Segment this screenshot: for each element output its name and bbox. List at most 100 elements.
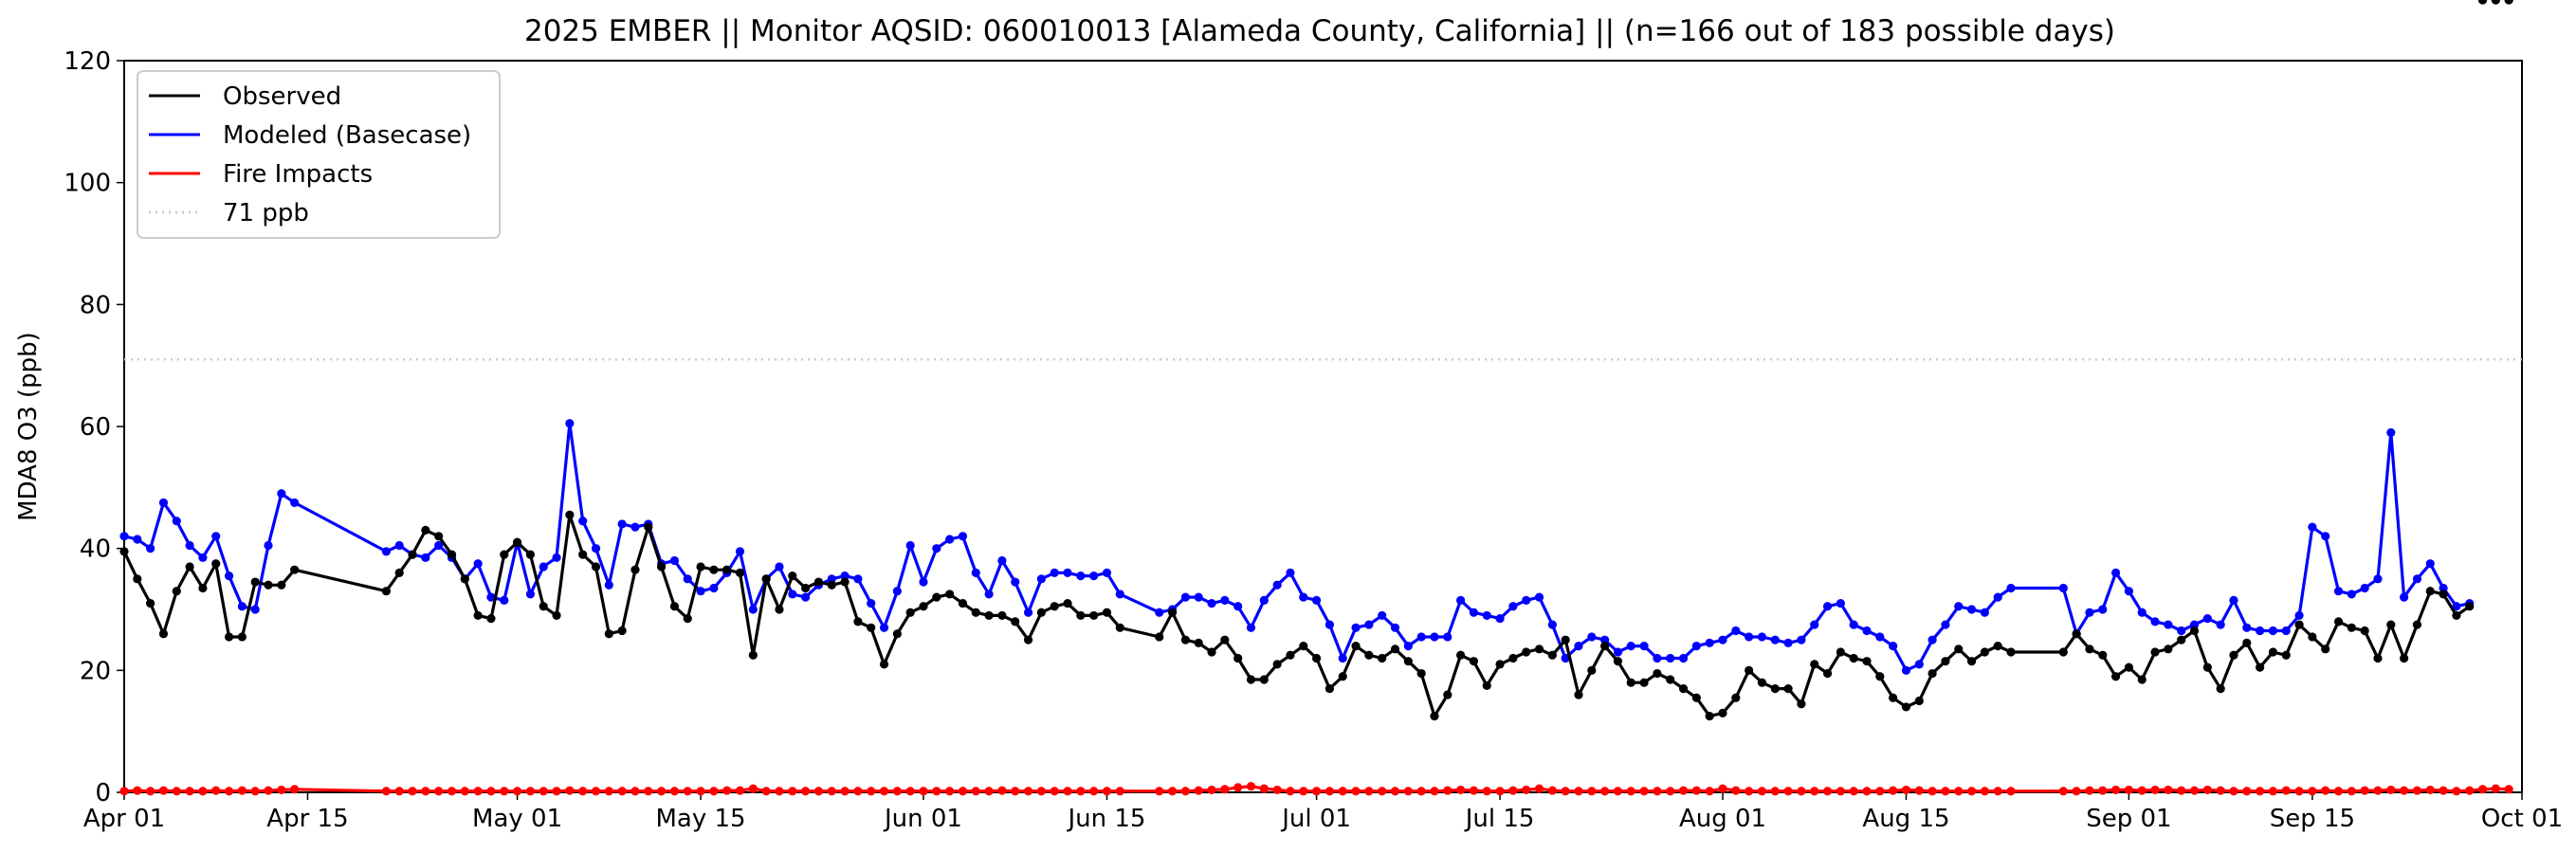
data-point-observed	[1705, 711, 1714, 721]
data-point-observed	[735, 568, 745, 578]
data-point-modeled-basecase	[2452, 602, 2461, 611]
data-point-modeled-basecase	[827, 574, 836, 584]
data-point-modeled-basecase	[1927, 635, 1937, 644]
data-point-fire-impacts	[486, 787, 496, 796]
data-point-fire-impacts	[840, 787, 850, 796]
data-point-observed	[1836, 647, 1845, 657]
data-point-modeled-basecase	[394, 540, 404, 551]
data-point-fire-impacts	[1194, 786, 1203, 795]
data-point-observed	[1901, 702, 1911, 712]
data-point-fire-impacts	[1155, 787, 1164, 796]
data-point-observed	[1063, 598, 1072, 608]
data-point-fire-impacts	[1678, 786, 1689, 795]
data-point-modeled-basecase	[696, 587, 705, 596]
data-point-modeled-basecase	[421, 553, 430, 562]
data-point-observed	[997, 610, 1007, 621]
data-point-modeled-basecase	[2360, 583, 2369, 593]
data-point-observed	[250, 577, 260, 587]
data-point-modeled-basecase	[1875, 632, 1885, 642]
data-point-fire-impacts	[1639, 787, 1649, 796]
data-point-fire-impacts	[2256, 787, 2265, 796]
y-tick-label: 120	[64, 47, 111, 76]
x-tick-label: Sep 01	[2086, 805, 2171, 833]
data-point-observed	[2268, 647, 2278, 657]
data-point-observed	[237, 632, 247, 642]
data-point-observed	[591, 562, 601, 572]
data-point-modeled-basecase	[578, 517, 588, 526]
data-point-fire-impacts	[1836, 787, 1845, 796]
data-point-fire-impacts	[119, 787, 129, 796]
data-point-observed	[1889, 693, 1898, 702]
data-point-observed	[172, 587, 181, 596]
data-point-modeled-basecase	[2150, 617, 2160, 626]
data-point-fire-impacts	[1351, 787, 1361, 796]
data-point-modeled-basecase	[2098, 605, 2108, 614]
data-point-observed	[394, 568, 404, 578]
data-point-modeled-basecase	[1338, 653, 1347, 663]
data-point-fire-impacts	[1443, 786, 1452, 795]
data-point-modeled-basecase	[1718, 635, 1727, 644]
data-point-fire-impacts	[1416, 787, 1426, 796]
data-point-fire-impacts	[1167, 787, 1178, 796]
data-point-modeled-basecase	[1115, 590, 1124, 599]
data-point-fire-impacts	[1378, 787, 1387, 796]
data-point-fire-impacts	[2491, 784, 2500, 793]
data-point-observed	[1246, 675, 1256, 684]
data-point-fire-impacts	[2321, 786, 2330, 795]
data-point-modeled-basecase	[984, 590, 994, 599]
data-point-modeled-basecase	[1901, 665, 1911, 675]
data-point-observed	[1600, 642, 1610, 651]
data-point-modeled-basecase	[932, 544, 941, 554]
data-point-fire-impacts	[2504, 785, 2513, 794]
data-point-fire-impacts	[408, 787, 417, 796]
data-point-modeled-basecase	[158, 498, 169, 508]
data-point-observed	[381, 587, 391, 596]
data-point-modeled-basecase	[1745, 632, 1754, 642]
data-point-observed	[1966, 657, 1977, 666]
data-point-modeled-basecase	[1574, 642, 1583, 651]
data-point-modeled-basecase	[146, 544, 155, 554]
data-point-fire-impacts	[958, 787, 968, 796]
data-point-fire-impacts	[1954, 787, 1964, 796]
data-point-observed	[1927, 668, 1937, 679]
data-point-fire-impacts	[1390, 787, 1400, 796]
data-point-fire-impacts	[1102, 787, 1112, 796]
data-point-fire-impacts	[1299, 787, 1308, 796]
data-point-fire-impacts	[1547, 786, 1557, 795]
data-point-fire-impacts	[158, 786, 169, 795]
data-point-observed	[2452, 610, 2461, 621]
data-point-modeled-basecase	[1378, 610, 1387, 621]
data-point-modeled-basecase	[1561, 653, 1570, 663]
data-point-modeled-basecase	[1443, 632, 1452, 642]
data-point-fire-impacts	[2006, 787, 2016, 796]
data-point-observed	[2477, 0, 2488, 5]
data-point-modeled-basecase	[853, 574, 863, 584]
x-tick-label: Jul 15	[1464, 805, 1535, 833]
data-point-modeled-basecase	[552, 553, 561, 562]
data-point-fire-impacts	[905, 787, 915, 796]
data-point-observed	[133, 574, 142, 584]
data-point-modeled-basecase	[525, 590, 536, 599]
data-point-observed	[1495, 660, 1505, 669]
data-point-fire-impacts	[512, 787, 522, 796]
data-point-modeled-basecase	[1626, 642, 1635, 651]
data-point-modeled-basecase	[604, 580, 613, 590]
data-point-observed	[788, 572, 797, 581]
plot-area	[119, 0, 2522, 796]
data-point-fire-impacts	[2189, 786, 2200, 795]
data-point-modeled-basecase	[1691, 642, 1701, 651]
data-point-modeled-basecase	[971, 568, 980, 578]
data-point-modeled-basecase	[1259, 595, 1269, 605]
x-tick-label: Apr 15	[266, 805, 348, 833]
data-point-fire-impacts	[2360, 786, 2369, 795]
data-point-observed	[813, 577, 824, 587]
data-point-fire-impacts	[1889, 786, 1898, 795]
data-point-observed	[801, 583, 811, 593]
data-point-modeled-basecase	[1731, 626, 1741, 636]
data-point-fire-impacts	[775, 787, 784, 796]
data-point-fire-impacts	[1613, 787, 1623, 796]
data-point-observed	[1272, 660, 1282, 669]
data-point-fire-impacts	[971, 787, 980, 796]
data-point-observed	[1469, 657, 1479, 666]
data-point-fire-impacts	[1456, 785, 1466, 795]
